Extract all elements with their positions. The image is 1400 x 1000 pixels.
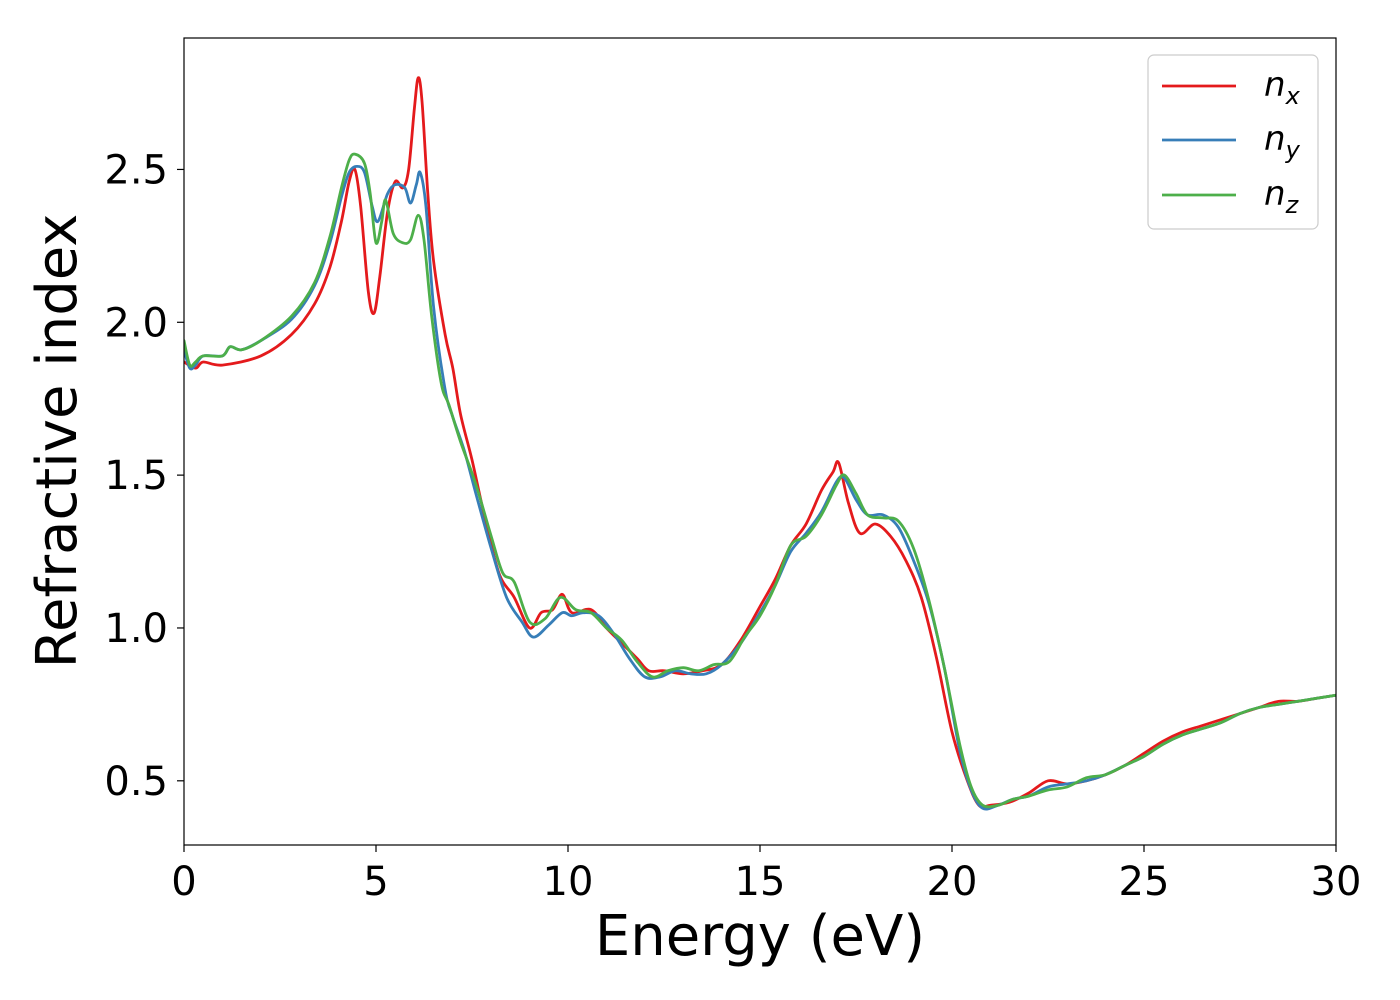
y-tick-label: 1.5 — [104, 453, 168, 499]
series-layer — [184, 76, 1336, 811]
series-line-n-z — [184, 152, 1336, 809]
x-tick-label: 0 — [171, 859, 196, 905]
legend-label-y: ny — [1264, 119, 1301, 164]
x-tick-label: 15 — [735, 859, 786, 905]
x-tick-label: 20 — [927, 859, 978, 905]
y-tick-label: 0.5 — [104, 759, 168, 805]
series-line-n-y — [184, 164, 1336, 811]
legend-box — [1147, 54, 1319, 230]
legend: nx ny nz — [1147, 54, 1319, 230]
x-tick-label: 25 — [1119, 859, 1170, 905]
legend-label-z: nz — [1264, 174, 1300, 219]
x-tick-label: 30 — [1311, 859, 1362, 905]
y-tick-label: 1.0 — [104, 606, 168, 652]
y-tick-label: 2.5 — [104, 147, 168, 193]
y-axis-ticks: 0.5 1.0 1.5 2.0 2.5 — [104, 147, 184, 805]
x-tick-label: 10 — [543, 859, 594, 905]
y-axis-label: Refractive index — [25, 214, 90, 669]
legend-label-x: nx — [1264, 65, 1301, 110]
x-tick-label: 5 — [363, 859, 388, 905]
y-tick-label: 2.0 — [104, 300, 168, 346]
x-axis-label: Energy (eV) — [595, 904, 925, 969]
x-axis-ticks: 0 5 10 15 20 25 30 — [171, 845, 1361, 905]
